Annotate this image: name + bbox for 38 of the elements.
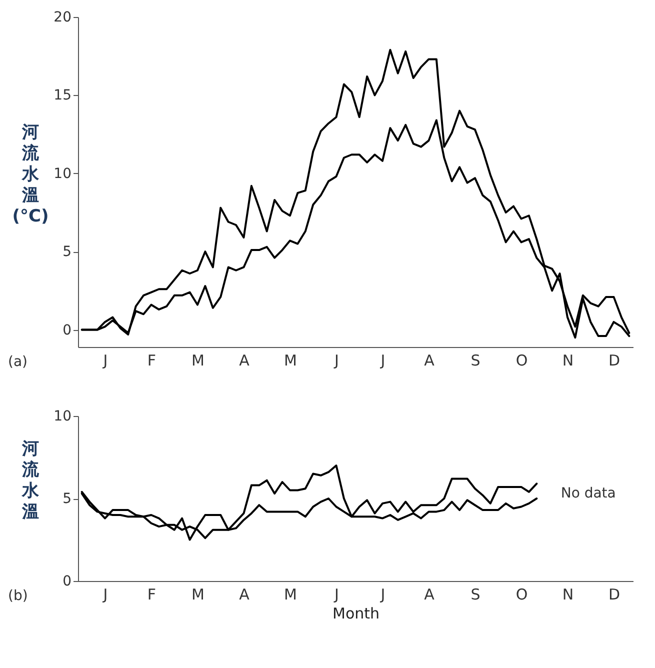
y-tick-label: 5 <box>62 244 72 260</box>
y-axis-title: 河流水溫 (°C) <box>12 122 49 226</box>
x-tick-label: J <box>334 586 339 604</box>
x-tick-label: M <box>284 352 297 370</box>
x-tick-label: F <box>147 352 156 370</box>
x-tick-label: J <box>102 586 108 604</box>
annotation: No data <box>560 486 616 502</box>
x-tick-label: D <box>608 586 620 604</box>
x-tick-label: F <box>147 586 156 604</box>
x-tick-label: J <box>334 352 339 370</box>
x-tick-label: O <box>516 352 528 370</box>
x-tick-label: A <box>424 352 436 370</box>
x-tick-label: M <box>192 352 204 370</box>
text: (b) <box>8 588 28 604</box>
text: (a) <box>8 354 28 370</box>
y-tick-label: 15 <box>54 88 72 104</box>
x-tick-label: S <box>470 586 480 604</box>
x-tick-label: D <box>608 352 620 370</box>
x-tick-label: J <box>380 352 386 370</box>
y-tick-label: 10 <box>54 166 72 182</box>
x-tick-label: M <box>192 586 204 604</box>
x-tick-label: A <box>239 586 250 604</box>
x-tick-label: N <box>562 586 574 604</box>
y-tick-label: 0 <box>62 322 72 338</box>
x-axis-title: Month <box>332 604 380 622</box>
x-tick-label: M <box>284 586 297 604</box>
y-tick-label: 10 <box>54 408 72 424</box>
y-tick-label: 20 <box>54 10 72 26</box>
x-tick-label: A <box>239 352 250 370</box>
x-tick-label: S <box>470 352 480 370</box>
x-tick-label: J <box>380 586 386 604</box>
x-tick-label: J <box>102 352 108 370</box>
x-tick-label: A <box>424 586 436 604</box>
x-tick-label: O <box>516 586 528 604</box>
x-tick-label: N <box>562 352 574 370</box>
y-axis-title: 河流水溫 <box>21 439 40 522</box>
y-tick-label: 5 <box>62 491 72 507</box>
y-tick-label: 0 <box>62 574 72 590</box>
